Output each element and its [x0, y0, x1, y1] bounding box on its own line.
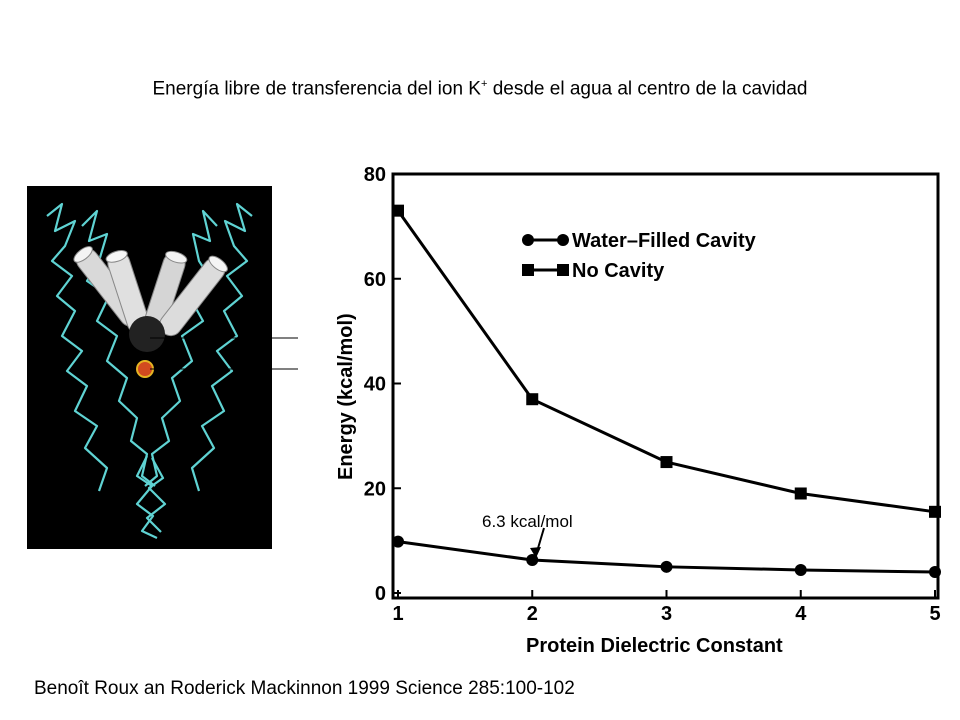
x-tick-label: 4	[795, 603, 807, 625]
kcsa-channel-illustration	[46, 202, 253, 539]
backbone-center-tail-2	[145, 457, 167, 533]
legend-marker-circle	[557, 234, 569, 246]
x-tick-label: 2	[527, 603, 538, 625]
backbone-left-outer	[46, 202, 109, 492]
y-axis-label: Energy (kcal/mol)	[335, 313, 357, 480]
data-point-circle	[526, 554, 539, 567]
title-main: Energía libre de transferencia del ion K	[152, 78, 481, 100]
title-superscript: +	[480, 78, 488, 90]
data-point-square	[929, 505, 941, 518]
legend-label: Water–Filled Cavity	[572, 230, 757, 252]
backbone-right-inner	[144, 209, 218, 487]
x-axis-ticks: 1 2 3 4 5	[392, 590, 941, 625]
annotation-label: 6.3 kcal/mol	[482, 512, 573, 531]
ion-channel-structure-image	[27, 186, 272, 549]
y-tick-label: 20	[364, 478, 386, 500]
x-axis-label: Protein Dielectric Constant	[526, 635, 783, 657]
title-rest: desde el agua al centro de la cavidad	[487, 78, 808, 100]
backbone-right-outer	[190, 202, 253, 492]
y-axis-ticks: 0 20 40 60 80	[364, 164, 401, 605]
data-point-circle	[929, 566, 941, 579]
backbone-center-tail	[135, 455, 158, 539]
legend-marker-circle	[522, 234, 534, 246]
data-point-circle	[660, 560, 673, 573]
backbone-left-inner	[81, 209, 156, 487]
citation: Benoît Roux an Roderick Mackinnon 1999 S…	[34, 678, 575, 699]
pore-helices	[73, 246, 228, 337]
cavity-shadow	[129, 316, 165, 352]
legend-label: No Cavity	[572, 260, 665, 282]
y-tick-label: 60	[364, 269, 386, 291]
slide-title: Energía libre de transferencia del ion K…	[0, 78, 960, 100]
y-tick-label: 40	[364, 374, 386, 396]
y-tick-label: 80	[364, 164, 386, 186]
legend: Water–Filled Cavity No Cavity	[522, 230, 757, 282]
x-tick-label: 3	[661, 603, 672, 625]
data-point-circle	[392, 535, 404, 548]
data-point-circle	[794, 563, 807, 576]
data-point-square	[526, 393, 539, 406]
data-point-square	[794, 487, 807, 500]
data-point-square	[660, 456, 673, 469]
data-point-square	[392, 204, 404, 217]
series-layer	[392, 204, 941, 579]
legend-marker-square	[557, 264, 569, 276]
x-tick-label: 1	[392, 603, 403, 625]
y-tick-label: 0	[375, 583, 386, 605]
energy-chart: 0 20 40 60 80 1 2 3 4 5 Energy (kcal/mol) Protei…	[335, 164, 941, 657]
x-tick-label: 5	[929, 603, 940, 625]
legend-marker-square	[522, 264, 534, 276]
